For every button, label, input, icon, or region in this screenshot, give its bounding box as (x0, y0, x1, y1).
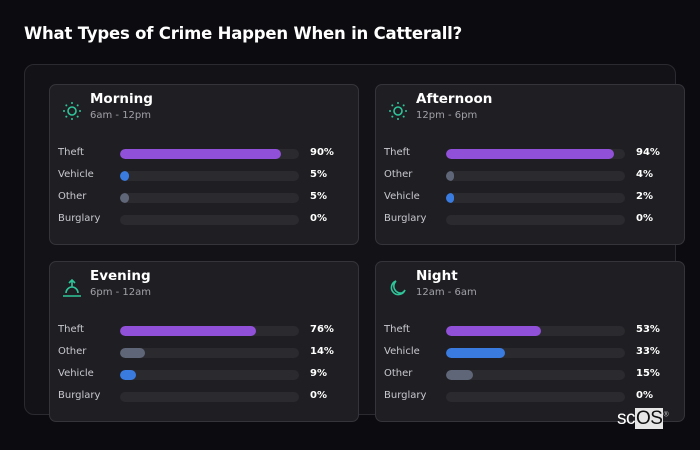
page-title: What Types of Crime Happen When in Catte… (24, 24, 463, 43)
crime-label: Vehicle (58, 368, 94, 379)
bar-fill (120, 326, 257, 336)
bar-track (446, 149, 625, 159)
bar-track (120, 326, 299, 336)
bar-track (446, 370, 625, 380)
crime-row: Theft 90% (58, 147, 348, 161)
sun-icon (63, 102, 81, 120)
crime-percent: 94% (636, 147, 660, 158)
moon-icon (390, 280, 406, 296)
card-title: Morning (90, 91, 153, 107)
crime-row: Vehicle 2% (384, 191, 674, 205)
crime-label: Vehicle (384, 346, 420, 357)
bar-fill (120, 149, 282, 159)
bar-track (446, 348, 625, 358)
crime-percent: 90% (310, 147, 334, 158)
crime-label: Other (384, 169, 413, 180)
crime-percent: 2% (636, 191, 653, 202)
crime-row: Vehicle 5% (58, 169, 348, 183)
crime-percent: 0% (310, 213, 327, 224)
crime-row: Other 14% (58, 346, 348, 360)
card-time-range: 12am - 6am (416, 287, 477, 298)
sunset-icon (63, 278, 81, 297)
scos-logo: scOS® (617, 408, 669, 429)
crime-label: Theft (58, 324, 84, 335)
bar-track (446, 392, 625, 402)
crime-row: Other 4% (384, 169, 674, 183)
crime-label: Vehicle (58, 169, 94, 180)
bar-fill (120, 193, 129, 203)
crime-row: Vehicle 9% (58, 368, 348, 382)
crime-percent: 76% (310, 324, 334, 335)
crime-label: Burglary (58, 390, 101, 401)
bar-fill (446, 370, 473, 380)
crime-label: Other (58, 346, 87, 357)
bar-track (120, 348, 299, 358)
bar-fill (446, 326, 541, 336)
crime-percent: 0% (636, 213, 653, 224)
card-time-range: 6am - 12pm (90, 110, 152, 121)
crime-row: Theft 53% (384, 324, 674, 338)
card-time-range: 6pm - 12am (90, 287, 152, 298)
card-morning: Morning 6am - 12pm Theft 90% Vehicle 5% … (49, 84, 359, 245)
bar-fill (120, 348, 146, 358)
crime-row: Burglary 0% (384, 390, 674, 404)
bar-track (446, 171, 625, 181)
crime-label: Vehicle (384, 191, 420, 202)
bar-track (120, 370, 299, 380)
crime-label: Burglary (384, 213, 427, 224)
crime-percent: 33% (636, 346, 660, 357)
bar-track (446, 326, 625, 336)
crime-percent: 5% (310, 191, 327, 202)
crime-percent: 4% (636, 169, 653, 180)
card-title: Evening (90, 268, 151, 284)
bar-track (446, 215, 625, 225)
crime-label: Theft (58, 147, 84, 158)
crime-row: Burglary 0% (58, 390, 348, 404)
crime-label: Burglary (384, 390, 427, 401)
card-afternoon: Afternoon 12pm - 6pm Theft 94% Other 4% … (375, 84, 685, 245)
crime-row: Burglary 0% (384, 213, 674, 227)
crime-label: Other (384, 368, 413, 379)
bar-fill (446, 171, 455, 181)
sun-icon (389, 102, 407, 120)
card-title: Afternoon (416, 91, 493, 107)
crime-percent: 14% (310, 346, 334, 357)
crime-row: Burglary 0% (58, 213, 348, 227)
card-time-range: 12pm - 6pm (416, 110, 478, 121)
crime-label: Burglary (58, 213, 101, 224)
crime-percent: 53% (636, 324, 660, 335)
crime-label: Other (58, 191, 87, 202)
crime-percent: 9% (310, 368, 327, 379)
bar-track (120, 149, 299, 159)
bar-fill (120, 171, 129, 181)
crime-row: Other 5% (58, 191, 348, 205)
bar-track (120, 171, 299, 181)
bar-fill (120, 370, 137, 380)
card-night: Night 12am - 6am Theft 53% Vehicle 33% O… (375, 261, 685, 422)
bar-fill (446, 348, 506, 358)
card-title: Night (416, 268, 458, 284)
bar-fill (446, 149, 615, 159)
bar-track (120, 392, 299, 402)
crime-percent: 15% (636, 368, 660, 379)
crime-percent: 0% (310, 390, 327, 401)
crime-percent: 0% (636, 390, 653, 401)
crime-row: Vehicle 33% (384, 346, 674, 360)
crime-percent: 5% (310, 169, 327, 180)
bar-track (120, 193, 299, 203)
card-evening: Evening 6pm - 12am Theft 76% Other 14% V… (49, 261, 359, 422)
crime-label: Theft (384, 147, 410, 158)
crime-label: Theft (384, 324, 410, 335)
bar-track (120, 215, 299, 225)
crime-row: Theft 94% (384, 147, 674, 161)
bar-track (446, 193, 625, 203)
bar-fill (446, 193, 455, 203)
crime-row: Other 15% (384, 368, 674, 382)
crime-row: Theft 76% (58, 324, 348, 338)
